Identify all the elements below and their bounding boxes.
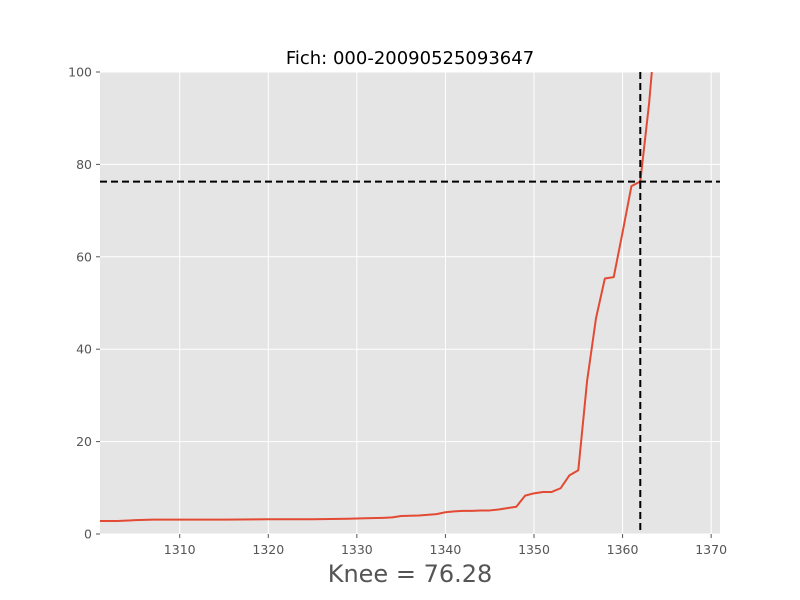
y-tick-label: 80 bbox=[76, 157, 92, 172]
x-tick-label: 1330 bbox=[341, 542, 373, 557]
y-tick-label: 0 bbox=[84, 527, 92, 542]
plot-content bbox=[100, 72, 720, 534]
data-series-line bbox=[100, 72, 653, 523]
x-axis-ticks: 1310 1320 1330 1340 1350 1360 1370 bbox=[164, 534, 727, 557]
x-tick-label: 1310 bbox=[164, 542, 196, 557]
chart-title: Fich: 000-20090525093647 bbox=[286, 48, 534, 69]
y-tick-label: 20 bbox=[76, 434, 92, 449]
plot-area bbox=[100, 72, 720, 534]
y-axis-ticks: 0 20 40 60 80 100 bbox=[68, 65, 100, 542]
x-tick-label: 1360 bbox=[607, 542, 639, 557]
grid-lines bbox=[100, 71, 720, 535]
x-tick-label: 1350 bbox=[518, 542, 550, 557]
y-tick-label: 40 bbox=[76, 342, 92, 357]
x-tick-label: 1370 bbox=[695, 542, 727, 557]
y-tick-label: 60 bbox=[76, 249, 92, 264]
x-tick-label: 1340 bbox=[430, 542, 462, 557]
y-tick-label: 100 bbox=[68, 65, 92, 80]
x-axis-label: Knee = 76.28 bbox=[328, 560, 493, 588]
x-tick-label: 1320 bbox=[252, 542, 284, 557]
